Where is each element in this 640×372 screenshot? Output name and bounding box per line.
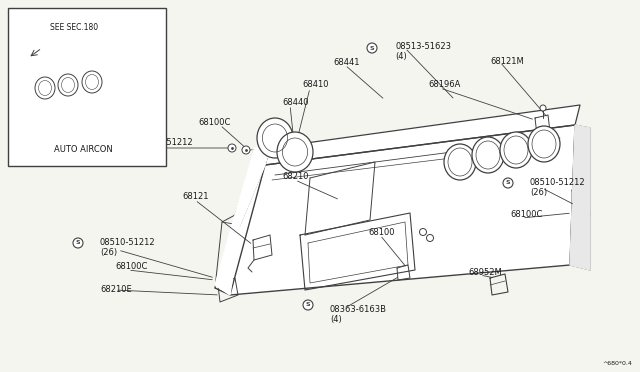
Circle shape bbox=[73, 238, 83, 248]
Ellipse shape bbox=[500, 132, 532, 168]
Text: ^680*0.4: ^680*0.4 bbox=[602, 361, 632, 366]
Ellipse shape bbox=[528, 126, 560, 162]
Ellipse shape bbox=[257, 118, 293, 158]
Text: AUTO AIRCON: AUTO AIRCON bbox=[54, 145, 113, 154]
Text: 68410: 68410 bbox=[302, 80, 328, 89]
Text: 68121M: 68121M bbox=[490, 57, 524, 66]
Text: 68100C: 68100C bbox=[510, 210, 542, 219]
Text: 68121: 68121 bbox=[182, 192, 209, 201]
Polygon shape bbox=[215, 148, 270, 295]
Text: 08513-51623
(4): 08513-51623 (4) bbox=[395, 42, 451, 61]
Ellipse shape bbox=[444, 144, 476, 180]
Ellipse shape bbox=[35, 77, 55, 99]
Text: S: S bbox=[306, 302, 310, 308]
Ellipse shape bbox=[82, 71, 102, 93]
Circle shape bbox=[419, 228, 426, 235]
Text: 68440: 68440 bbox=[282, 98, 308, 107]
Polygon shape bbox=[300, 213, 415, 290]
Polygon shape bbox=[22, 42, 142, 140]
Text: 68952M: 68952M bbox=[468, 268, 502, 277]
Circle shape bbox=[367, 43, 377, 53]
Circle shape bbox=[540, 105, 546, 111]
Polygon shape bbox=[570, 125, 590, 270]
Text: 08510-51212
(26): 08510-51212 (26) bbox=[100, 238, 156, 257]
Circle shape bbox=[503, 178, 513, 188]
Text: S: S bbox=[76, 241, 80, 246]
Text: 68100C: 68100C bbox=[198, 118, 230, 127]
Ellipse shape bbox=[472, 137, 504, 173]
Circle shape bbox=[303, 300, 313, 310]
Text: 68210E: 68210E bbox=[100, 285, 132, 294]
Text: 68100C: 68100C bbox=[115, 262, 147, 271]
Text: 68210: 68210 bbox=[282, 172, 308, 181]
Polygon shape bbox=[230, 125, 575, 295]
Text: S: S bbox=[370, 45, 374, 51]
Text: 08510-51212
(26): 08510-51212 (26) bbox=[530, 178, 586, 198]
Text: 68441: 68441 bbox=[333, 58, 360, 67]
Text: SEE SEC.180: SEE SEC.180 bbox=[50, 23, 98, 32]
Text: 68196A: 68196A bbox=[428, 80, 460, 89]
Circle shape bbox=[242, 146, 250, 154]
FancyBboxPatch shape bbox=[8, 8, 166, 166]
Text: 68100: 68100 bbox=[368, 228, 394, 237]
Circle shape bbox=[228, 144, 236, 152]
Text: S: S bbox=[506, 180, 510, 186]
Text: S: S bbox=[113, 141, 117, 145]
Text: 08363-6163B
(4): 08363-6163B (4) bbox=[330, 305, 387, 324]
Text: 08510-51212
(26): 08510-51212 (26) bbox=[137, 138, 193, 157]
Circle shape bbox=[426, 234, 433, 241]
Circle shape bbox=[110, 138, 120, 148]
Polygon shape bbox=[265, 105, 580, 165]
Polygon shape bbox=[230, 105, 580, 295]
Ellipse shape bbox=[277, 132, 313, 172]
Ellipse shape bbox=[58, 74, 78, 96]
